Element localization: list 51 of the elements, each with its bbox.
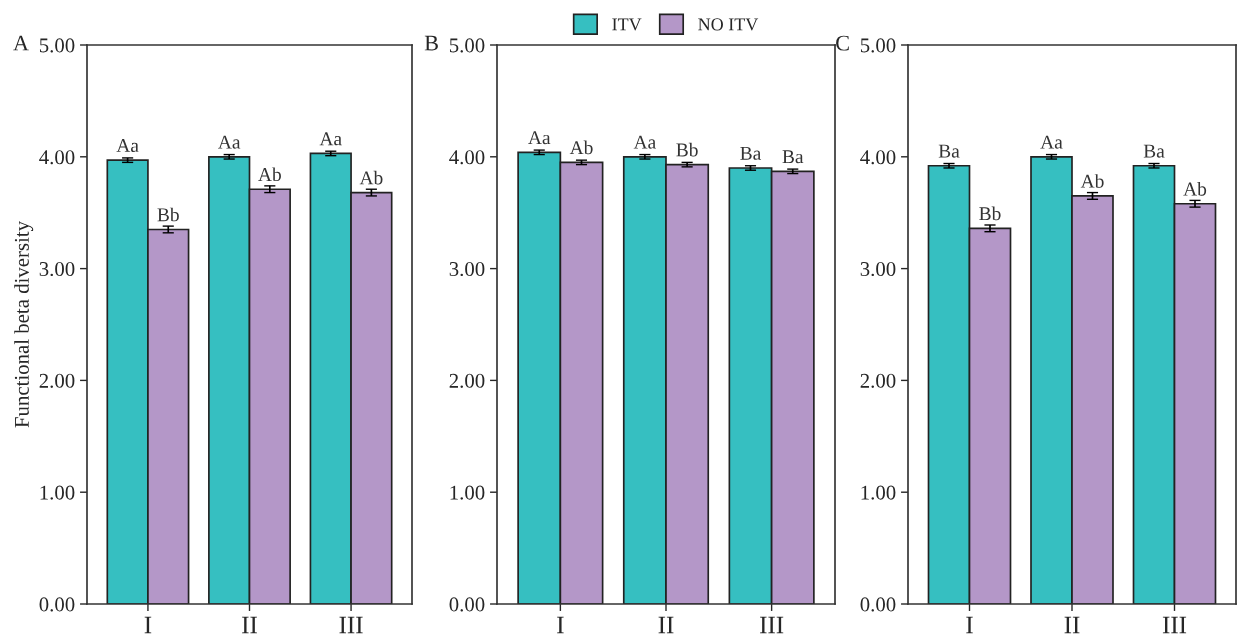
y-tick-label: 0.00 [449,597,485,612]
y-tick-label: 1.00 [861,485,896,500]
x-tick-label: III [1162,616,1187,634]
y-tick-label: 2.00 [449,373,485,388]
y-tick-label: 2.00 [860,373,896,388]
y-tick-label: 2.00 [39,373,75,388]
x-tick-label: I [557,616,564,634]
legend-label: NO ITV [698,18,759,31]
data-label: Ab [359,170,383,185]
x-tick-label: III [339,616,363,634]
x-tick-label: II [658,616,674,634]
y-tick-label: 1.00 [450,485,485,500]
data-label: Aa [116,139,139,153]
y-tick-label: 0.00 [39,597,75,612]
data-label: Aa [633,135,656,149]
chart-title: C [836,35,849,51]
data-label: Ba [1143,144,1165,158]
x-tick-label: I [144,616,152,634]
y-axis-title: Functional beta diversity [14,221,34,428]
y-tick-label: 5.00 [860,38,896,53]
data-label: Ba [938,144,960,158]
y-tick-label: 3.00 [39,261,75,277]
y-tick-label: 4.00 [449,150,485,165]
y-tick-label: 3.00 [860,261,896,277]
chart-title: A [13,35,29,51]
y-tick-label: 0.00 [860,597,896,612]
chart-title: B [424,35,438,51]
y-tick-label: 3.00 [449,261,485,277]
data-label: Aa [528,131,551,145]
data-label: Ba [782,150,804,164]
y-tick-label: 5.00 [39,38,75,53]
data-label: Ab [258,167,281,182]
data-label: Ab [1183,181,1207,196]
data-label: Aa [218,135,241,149]
y-tick-label: 5.00 [449,38,485,53]
data-label: Bb [676,142,698,157]
y-tick-label: 4.00 [39,150,75,165]
legend-label: ITV [612,18,642,31]
y-tick-label: 1.00 [40,485,75,500]
x-tick-label: III [760,616,784,634]
data-label: Bb [157,207,179,222]
data-label: Ab [569,140,593,155]
x-tick-label: I [966,616,973,634]
data-label: Ab [1080,174,1104,188]
x-tick-label: II [242,616,257,634]
data-label: Aa [1040,135,1063,149]
data-label: Aa [319,132,342,146]
y-tick-label: 4.00 [860,150,896,165]
data-label: Ba [740,146,762,160]
data-label: Bb [979,206,1001,221]
x-tick-label: II [1064,616,1080,634]
